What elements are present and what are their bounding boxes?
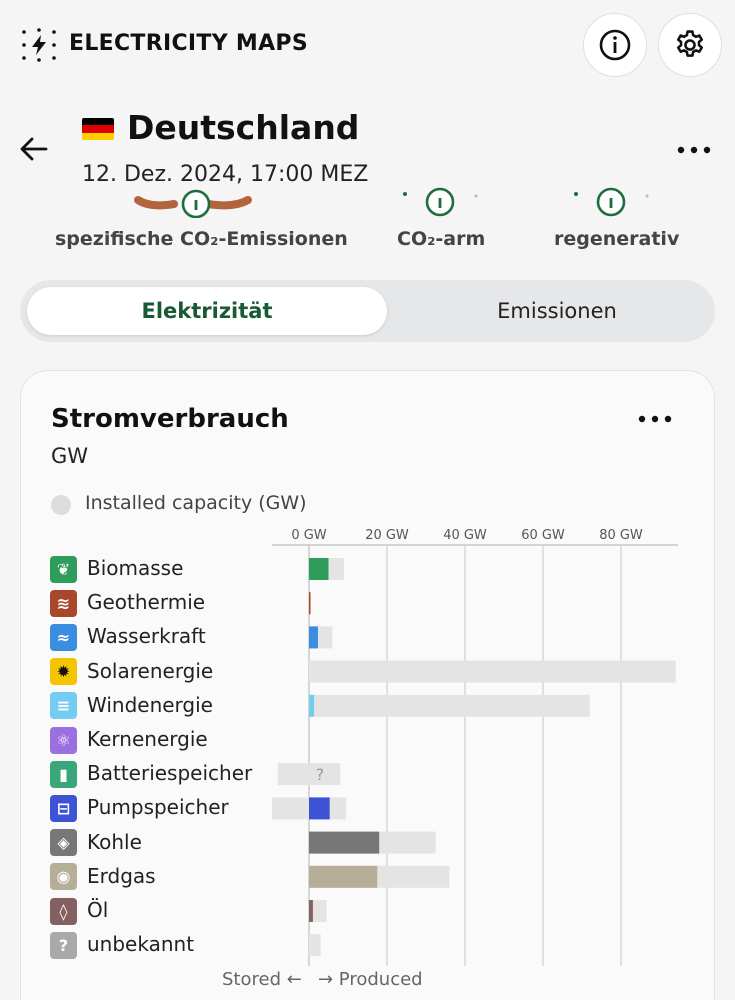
produced-label: → Produced [318, 969, 423, 990]
electricity-maps-logo-icon [22, 28, 56, 62]
zone-datetime: 12. Dez. 2024, 17:00 MEZ [82, 162, 369, 187]
storage-capacity-bar [271, 797, 309, 820]
capacity-legend-swatch [51, 495, 71, 515]
co2-intensity-label: spezifische CO₂-Emissionen [55, 228, 348, 250]
row-label-kohle[interactable]: Kohle [87, 829, 142, 854]
row-label-windenergie[interactable]: Windenergie [87, 692, 213, 717]
x-tick-label: 80 GW [599, 528, 643, 543]
row-label-kernenergie[interactable]: Kernenergie [87, 727, 208, 751]
production-bar [309, 694, 315, 717]
toggle-electricity[interactable]: Elektrizität [27, 287, 387, 335]
row-label-solarenergie[interactable]: Solarenergie [87, 658, 214, 683]
row-label-batteriespeicher[interactable]: Batteriespeicher [87, 761, 253, 786]
zone-title: Deutschland [127, 108, 360, 147]
card-title: Stromverbrauch [51, 404, 289, 434]
production-bar [309, 797, 330, 820]
production-bar [309, 900, 313, 922]
production-bar [309, 592, 311, 615]
row-label-erdgas[interactable]: Erdgas [87, 863, 156, 888]
production-bar [309, 865, 378, 888]
card-more-options-icon[interactable] [633, 405, 677, 433]
wasserkraft-icon: ≈ [50, 623, 77, 651]
pumpspeicher-icon: ⊟ [50, 794, 77, 822]
capacity-bar [309, 900, 327, 922]
view-toggle: Elektrizität Emissionen [20, 280, 715, 342]
flag-germany-icon [82, 118, 114, 140]
x-tick-label: 20 GW [365, 528, 409, 543]
brand-name: ELECTRICITY MAPS [69, 31, 308, 56]
co2-intensity-gauge[interactable] [130, 186, 260, 218]
unknown-value-marker: ? [316, 765, 325, 784]
production-bar [309, 626, 318, 649]
capacity-bar [309, 763, 341, 786]
capacity-legend-label: Installed capacity (GW) [85, 492, 307, 514]
row-label-biomasse[interactable]: Biomasse [87, 556, 184, 580]
row-label-öl[interactable]: Öl [87, 898, 109, 922]
toggle-emissions[interactable]: Emissionen [497, 299, 617, 323]
gear-icon [676, 30, 704, 57]
capacity-bar [309, 660, 676, 683]
solarenergie-icon: ✹ [50, 658, 77, 686]
renewable-gauge[interactable] [567, 186, 657, 218]
low-carbon-label: CO₂-arm [397, 228, 486, 250]
geothermie-icon: ≋ [50, 589, 77, 617]
x-tick-label: 0 GW [291, 528, 326, 543]
row-label-unbekannt[interactable]: unbekannt [87, 932, 195, 957]
info-icon [599, 29, 631, 61]
production-bar [309, 558, 329, 580]
capacity-bar [309, 694, 590, 717]
renewable-label: regenerativ [554, 228, 680, 250]
batteriespeicher-icon: ▮ [50, 760, 77, 788]
row-label-geothermie[interactable]: Geothermie [87, 590, 206, 615]
more-options-icon[interactable] [672, 136, 716, 164]
top-bar: ELECTRICITY MAPS [0, 0, 735, 92]
capacity-bar [309, 934, 321, 957]
storage-capacity-bar [277, 763, 309, 786]
settings-button[interactable] [658, 13, 722, 77]
unbekannt-icon: ? [50, 931, 77, 959]
back-arrow-icon[interactable] [16, 131, 52, 167]
x-tick-label: 40 GW [443, 528, 487, 543]
consumption-card: Stromverbrauch GW Installed capacity (GW… [20, 370, 715, 1000]
öl-icon: ◊ [50, 897, 77, 925]
low-carbon-gauge[interactable] [396, 186, 486, 218]
kohle-icon: ◈ [50, 829, 77, 857]
row-label-pumpspeicher[interactable]: Pumpspeicher [87, 795, 229, 820]
production-bar [309, 831, 380, 854]
stored-label: Stored ← [222, 969, 302, 990]
x-tick-label: 60 GW [521, 528, 565, 543]
row-label-wasserkraft[interactable]: Wasserkraft [87, 624, 206, 649]
biomasse-icon: ❦ [50, 555, 77, 583]
card-unit: GW [51, 444, 89, 468]
windenergie-icon: ≡ [50, 692, 77, 720]
kernenergie-icon: ⚛ [50, 726, 77, 754]
erdgas-icon: ◉ [50, 863, 77, 891]
info-button[interactable] [583, 13, 647, 77]
